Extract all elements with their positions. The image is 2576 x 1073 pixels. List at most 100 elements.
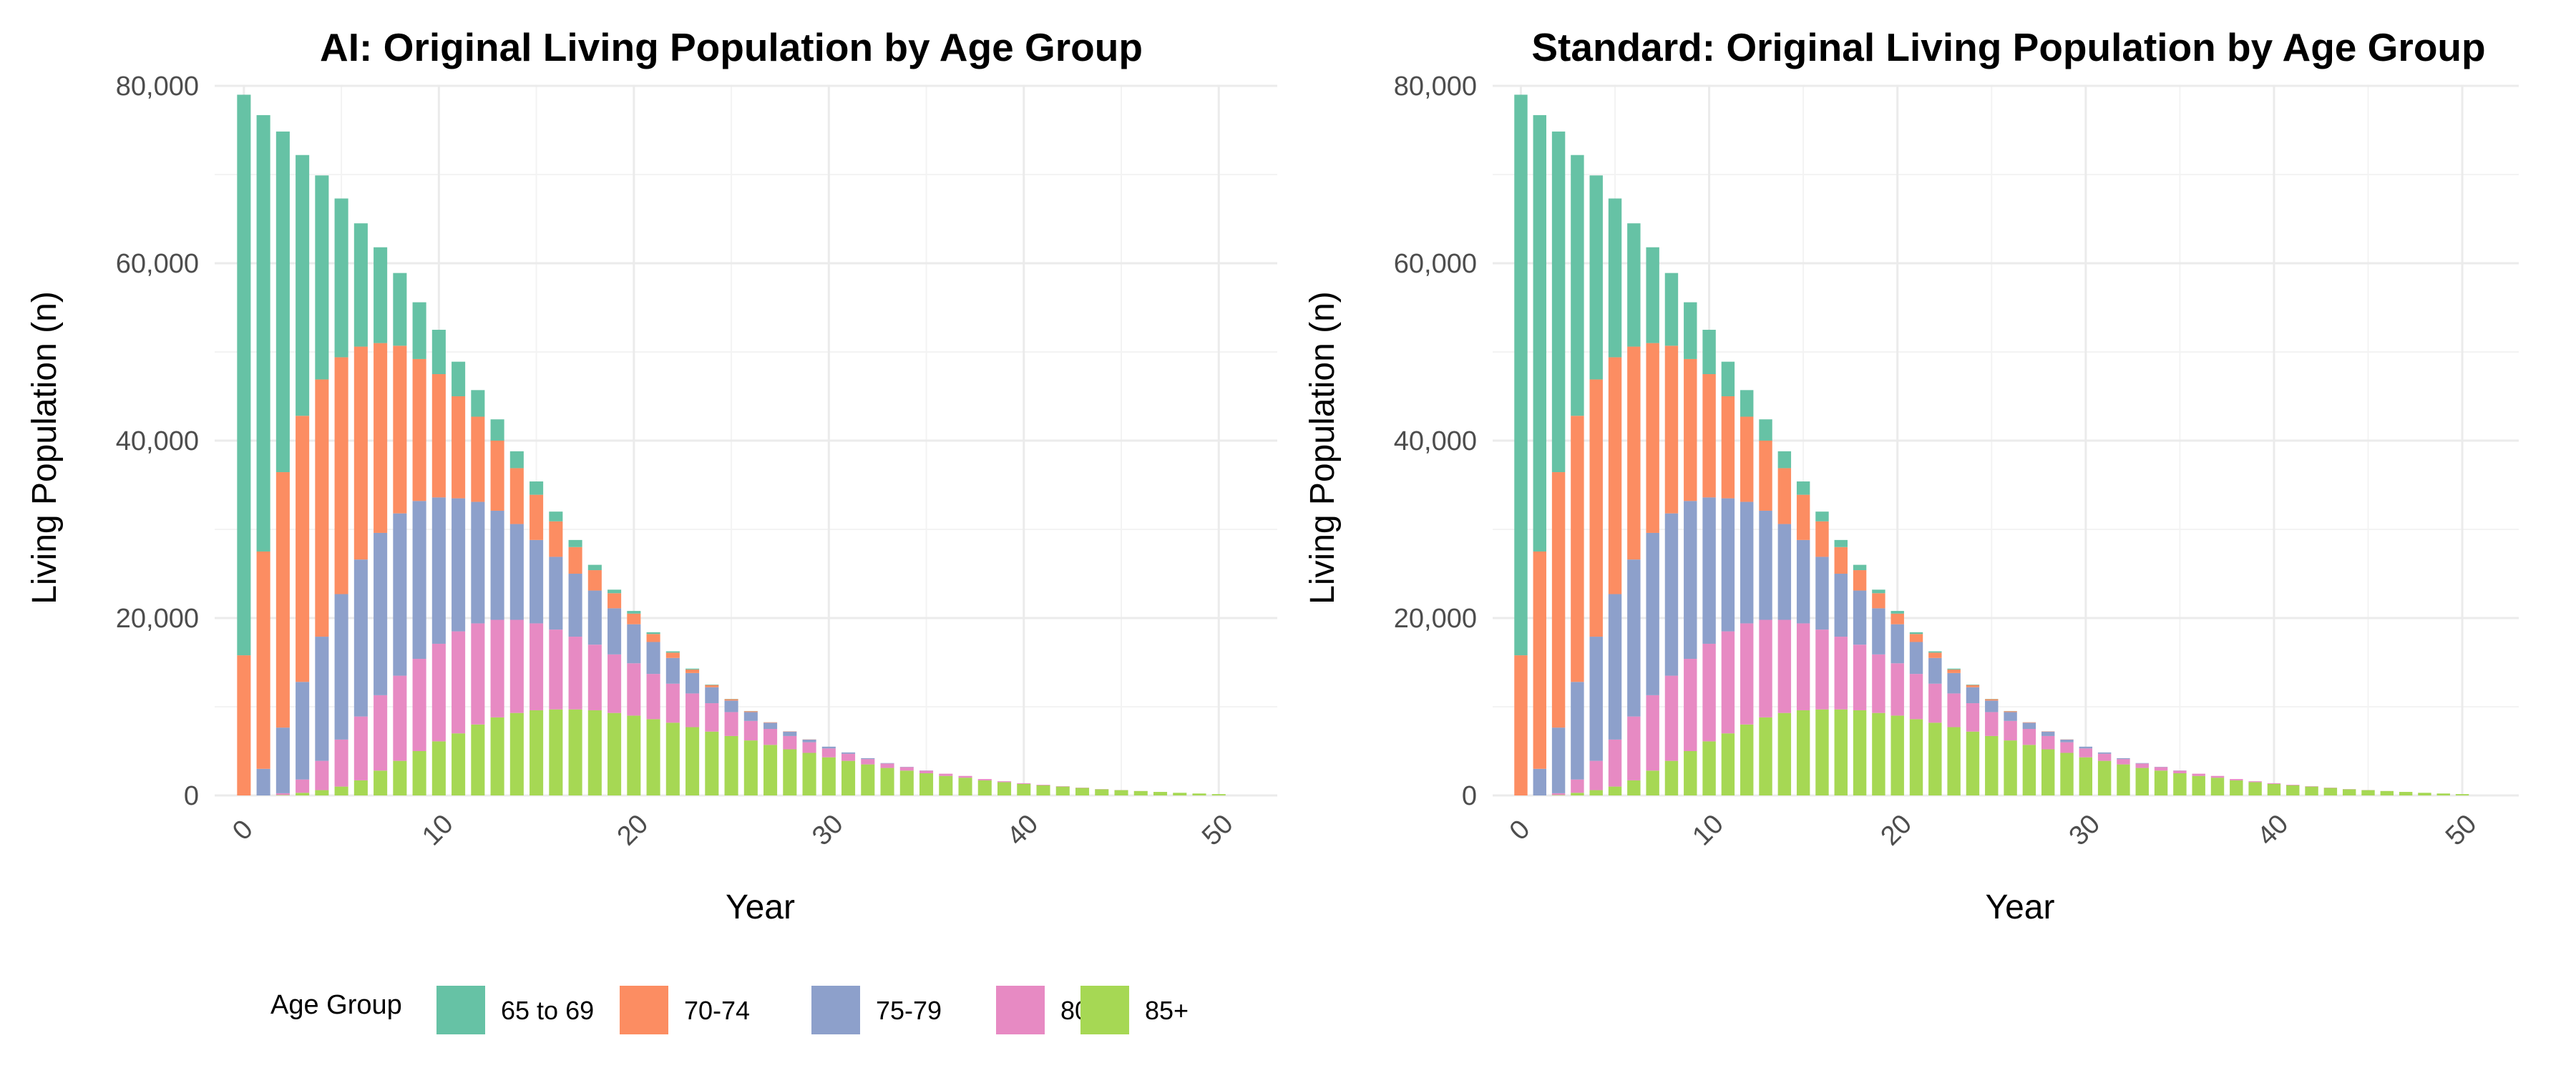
bar-segment xyxy=(1872,589,1885,594)
bar-segment xyxy=(509,712,524,795)
x-tick-label: 50 xyxy=(2440,809,2483,852)
bar-segment xyxy=(1985,712,1999,736)
bar-segment xyxy=(1928,683,1942,723)
bar-segment xyxy=(1890,613,1904,624)
y-axis-title: Living Population (n) xyxy=(26,291,64,604)
bar-segment xyxy=(1872,712,1885,795)
bar-segment xyxy=(977,779,992,780)
bar-segment xyxy=(743,740,758,795)
bar-segment xyxy=(821,757,836,795)
bar-segment xyxy=(587,570,602,591)
bar-segment xyxy=(587,590,602,645)
bar-segment xyxy=(1890,715,1904,795)
bar-segment xyxy=(2154,770,2168,795)
bar-segment xyxy=(2361,790,2375,795)
bar-segment xyxy=(958,775,972,778)
bar-segment xyxy=(2305,786,2318,795)
bar-segment xyxy=(549,521,563,557)
bar-segment xyxy=(627,715,641,795)
bar-segment xyxy=(1533,768,1546,795)
bar-segment xyxy=(1114,790,1128,795)
bar-segment xyxy=(665,652,680,658)
bar-segment xyxy=(665,657,680,684)
bar-segment xyxy=(431,330,446,374)
bar-segment xyxy=(646,674,660,720)
bar-segment xyxy=(471,623,485,725)
bar-segment xyxy=(686,727,700,795)
bar-segment xyxy=(315,379,329,637)
bar-segment xyxy=(1759,717,1772,795)
legend-key xyxy=(996,986,1045,1034)
bar-segment xyxy=(1589,790,1603,795)
bar-segment xyxy=(1551,472,1566,728)
bar-segment xyxy=(1721,733,1735,795)
bar-segment xyxy=(2097,752,2112,754)
bar-segment xyxy=(1947,727,1961,795)
x-tick-label: 40 xyxy=(1002,809,1045,852)
bar-segment xyxy=(2041,749,2055,795)
bar-segment xyxy=(2022,722,2036,723)
bar-segment xyxy=(743,711,758,712)
bar-segment xyxy=(899,770,914,795)
bar-segment xyxy=(1985,735,1999,795)
x-tick-label: 0 xyxy=(1504,814,1536,846)
bar-segment xyxy=(1017,783,1031,795)
bar-segment xyxy=(568,539,582,547)
bar-segment xyxy=(783,735,797,750)
bar-segment xyxy=(919,770,934,773)
y-tick-label: 40,000 xyxy=(116,426,199,456)
bar-segment xyxy=(705,685,719,687)
bar-segment xyxy=(939,773,953,776)
bar-segment xyxy=(977,780,992,795)
bar-segment xyxy=(1589,760,1603,790)
bar-segment xyxy=(2022,722,2036,729)
bar-segment xyxy=(452,361,466,396)
bar-segment xyxy=(2380,790,2394,795)
bar-segment xyxy=(1909,719,1923,795)
bar-segment xyxy=(2117,759,2130,765)
bar-segment xyxy=(1777,712,1792,795)
bar-segment xyxy=(763,722,778,729)
x-tick-label: 10 xyxy=(416,809,459,852)
bar-segment xyxy=(256,552,270,769)
bar-segment xyxy=(2060,739,2074,743)
bar-segment xyxy=(2399,792,2413,795)
bar-segment xyxy=(1627,223,1641,347)
bar-segment xyxy=(2305,786,2318,787)
bar-segment xyxy=(1702,330,1716,374)
bar-segment xyxy=(821,748,836,758)
bar-segment xyxy=(2041,735,2055,750)
bar-segment xyxy=(1589,175,1603,380)
bar-segment xyxy=(743,712,758,721)
bar-segment xyxy=(1815,521,1829,557)
bar-segment xyxy=(1777,468,1792,524)
bar-segment xyxy=(1815,709,1829,795)
bar-segment xyxy=(1571,682,1584,780)
bar-segment xyxy=(802,742,816,753)
bar-segment xyxy=(393,513,407,676)
bar-segment xyxy=(2135,768,2149,795)
bar-segment xyxy=(1684,302,1697,359)
x-tick-label: 30 xyxy=(806,809,849,852)
bar-segment xyxy=(2267,783,2281,784)
bar-segment xyxy=(530,539,544,624)
bar-segment xyxy=(431,374,446,498)
bar-segment xyxy=(608,589,622,594)
bar-segment xyxy=(958,778,972,795)
bar-segment xyxy=(412,302,426,359)
bar-segment xyxy=(1759,441,1772,511)
bar-segment xyxy=(509,619,524,713)
bar-segment xyxy=(1796,481,1810,495)
bar-segment xyxy=(1721,631,1735,734)
y-tick-label: 60,000 xyxy=(1394,249,1477,279)
bar-segment xyxy=(686,669,700,673)
bar-segment xyxy=(2436,793,2450,795)
bar-segment xyxy=(315,790,329,795)
bar-segment xyxy=(1646,532,1659,695)
bar-segment xyxy=(1759,419,1772,441)
bar-segment xyxy=(1627,559,1641,717)
bar-segment xyxy=(841,753,856,761)
bar-segment xyxy=(1017,783,1031,784)
bar-segment xyxy=(665,683,680,723)
